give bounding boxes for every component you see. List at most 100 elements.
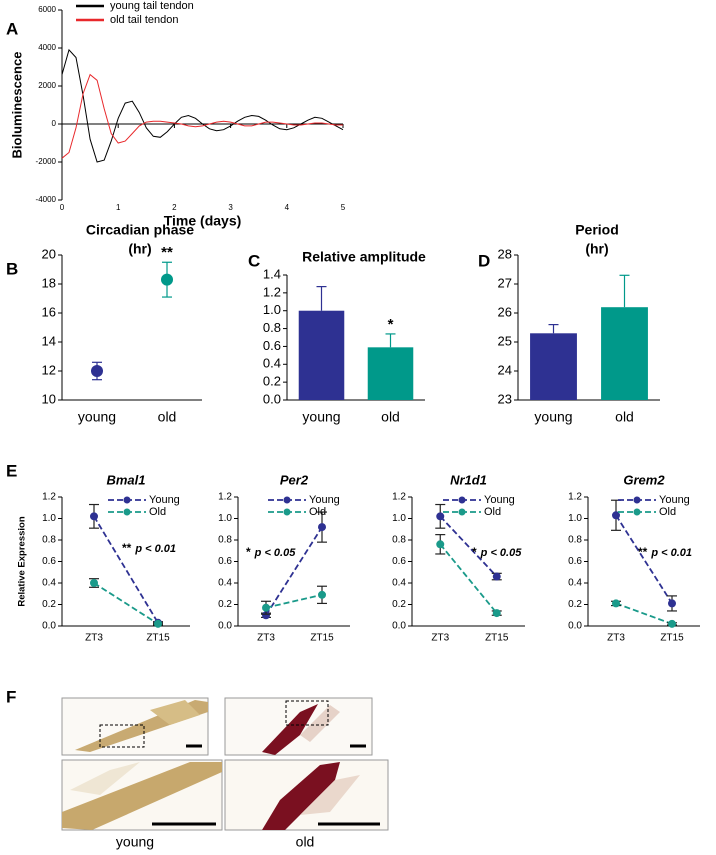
inset-box: [285, 700, 329, 726]
y-tick-label: 0.6: [392, 556, 406, 567]
tissue: [150, 700, 200, 725]
p-value: p < 0.01: [134, 543, 176, 555]
y-tick-label: 1.0: [263, 302, 281, 317]
legend-marker: [123, 496, 131, 504]
chart-title: Grem2: [623, 472, 665, 487]
panel-label: D: [478, 251, 490, 270]
image-label: young: [116, 834, 154, 850]
data-line: [265, 593, 323, 609]
y-tick-label: 0.6: [42, 556, 56, 567]
legend-label: Young: [149, 494, 180, 506]
y-tick-label: 20: [42, 246, 56, 261]
bar: [298, 310, 345, 400]
x-tick-label: 2: [172, 203, 177, 212]
y-tick-label: 4000: [38, 43, 56, 52]
x-tick-label: 5: [341, 203, 346, 212]
x-tick-label: ZT15: [310, 633, 334, 644]
y-tick-label: 0.0: [218, 621, 232, 632]
significance: *: [472, 545, 477, 559]
tissue: [70, 762, 140, 795]
y-tick-label: 0.6: [263, 338, 281, 353]
y-tick-label: 12: [42, 362, 56, 377]
y-tick-label: 16: [42, 304, 56, 319]
x-tick-label: 3: [228, 203, 233, 212]
chart-title: Period: [575, 222, 619, 238]
legend-label: young tail tendon: [110, 0, 194, 12]
significance: **: [122, 541, 132, 555]
x-tick-label: ZT15: [146, 633, 170, 644]
legend-label: Young: [484, 494, 515, 506]
y-tick-label: 27: [498, 275, 512, 290]
legend-marker: [633, 508, 641, 516]
y-tick-label: 23: [498, 391, 512, 406]
y-tick-label: 0.4: [218, 578, 232, 589]
x-axis-label: Time (days): [164, 213, 242, 229]
chart-title: Circadian phase: [86, 222, 194, 238]
data-point: [262, 603, 270, 612]
x-tick-label: ZT3: [607, 633, 625, 644]
y-tick-label: 0.2: [263, 374, 281, 389]
data-point: [436, 540, 445, 549]
y-tick-label: 1.0: [568, 513, 582, 524]
data-point: [90, 512, 98, 521]
y-tick-label: 1.2: [218, 492, 232, 503]
x-tick-label: old: [381, 409, 400, 425]
significance: *: [388, 316, 394, 333]
y-tick-label: 0.2: [392, 599, 406, 610]
y-tick-label: 24: [498, 362, 512, 377]
y-tick-label: 1.2: [568, 492, 582, 503]
y-tick-label: 0.0: [392, 621, 406, 632]
y-tick-label: 1.2: [392, 492, 406, 503]
legend-label: Old: [659, 506, 676, 518]
y-tick-label: 0.8: [263, 320, 281, 335]
data-line: [61, 48, 344, 163]
x-tick-label: young: [78, 409, 116, 425]
x-tick-label: 1: [116, 203, 121, 212]
panel-label: F: [6, 687, 16, 706]
data-line: [615, 602, 673, 625]
chart-title: Per2: [280, 472, 309, 487]
y-tick-label: 0.8: [568, 535, 582, 546]
x-tick-label: old: [615, 409, 634, 425]
significance: *: [246, 545, 251, 559]
y-tick-label: 1.2: [42, 492, 56, 503]
x-tick-label: young: [302, 409, 340, 425]
data-point: [612, 599, 620, 608]
chart-title: Bmal1: [106, 472, 145, 487]
y-tick-label: 28: [498, 246, 512, 261]
data-line: [439, 515, 498, 578]
data-point: [318, 523, 326, 532]
data-point: [436, 512, 445, 521]
data-point: [492, 572, 501, 581]
panel-label: E: [6, 461, 17, 480]
p-value: p < 0.05: [480, 547, 523, 559]
p-value: p < 0.05: [254, 547, 297, 559]
legend-label: Young: [659, 494, 690, 506]
y-tick-label: 14: [42, 333, 56, 348]
legend-label: old tail tendon: [110, 14, 179, 26]
data-point: [612, 511, 620, 520]
chart-title: Relative amplitude: [302, 249, 426, 265]
legend-label: Young: [309, 494, 340, 506]
y-tick-label: 2000: [38, 81, 56, 90]
y-axis-label: Bioluminescence: [9, 52, 24, 159]
y-tick-label: 0.4: [392, 578, 406, 589]
y-tick-label: -4000: [36, 195, 57, 204]
significance: **: [161, 244, 173, 261]
y-tick-label: 0.8: [42, 535, 56, 546]
y-tick-label: 0.8: [218, 535, 232, 546]
legend-marker: [458, 496, 466, 504]
y-tick-label: 1.4: [263, 266, 281, 281]
y-tick-label: 6000: [38, 5, 56, 14]
y-tick-label: 0.4: [568, 578, 582, 589]
y-tick-label: 0.6: [568, 556, 582, 567]
y-tick-label: 10: [42, 391, 56, 406]
x-tick-label: ZT3: [431, 633, 449, 644]
data-line: [615, 514, 673, 604]
data-point: [492, 609, 501, 618]
y-tick-label: 0.4: [263, 356, 281, 371]
y-tick-label: 0.0: [42, 621, 56, 632]
inset-box: [99, 724, 145, 748]
tissue: [262, 704, 318, 755]
x-tick-label: young: [534, 409, 572, 425]
